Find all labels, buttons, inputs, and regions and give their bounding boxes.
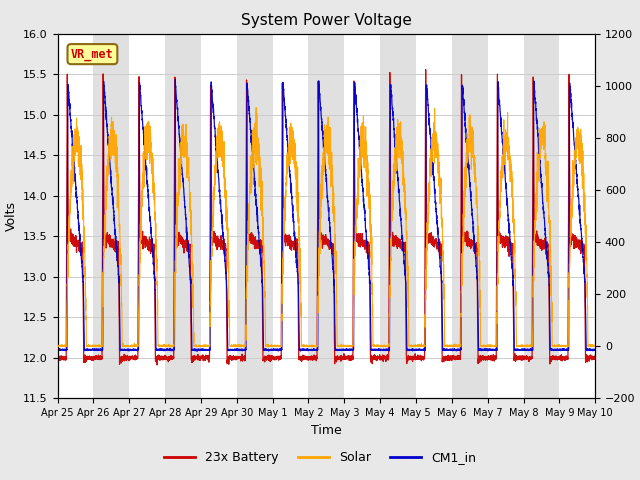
Bar <box>308 34 344 398</box>
Text: VR_met: VR_met <box>71 48 114 60</box>
Bar <box>452 34 488 398</box>
Bar <box>237 34 273 398</box>
Title: System Power Voltage: System Power Voltage <box>241 13 412 28</box>
Bar <box>380 34 416 398</box>
Legend: 23x Battery, Solar, CM1_in: 23x Battery, Solar, CM1_in <box>159 446 481 469</box>
X-axis label: Time: Time <box>311 424 342 437</box>
Bar <box>93 34 129 398</box>
Y-axis label: Volts: Volts <box>4 201 17 231</box>
Bar <box>165 34 201 398</box>
Bar <box>524 34 559 398</box>
